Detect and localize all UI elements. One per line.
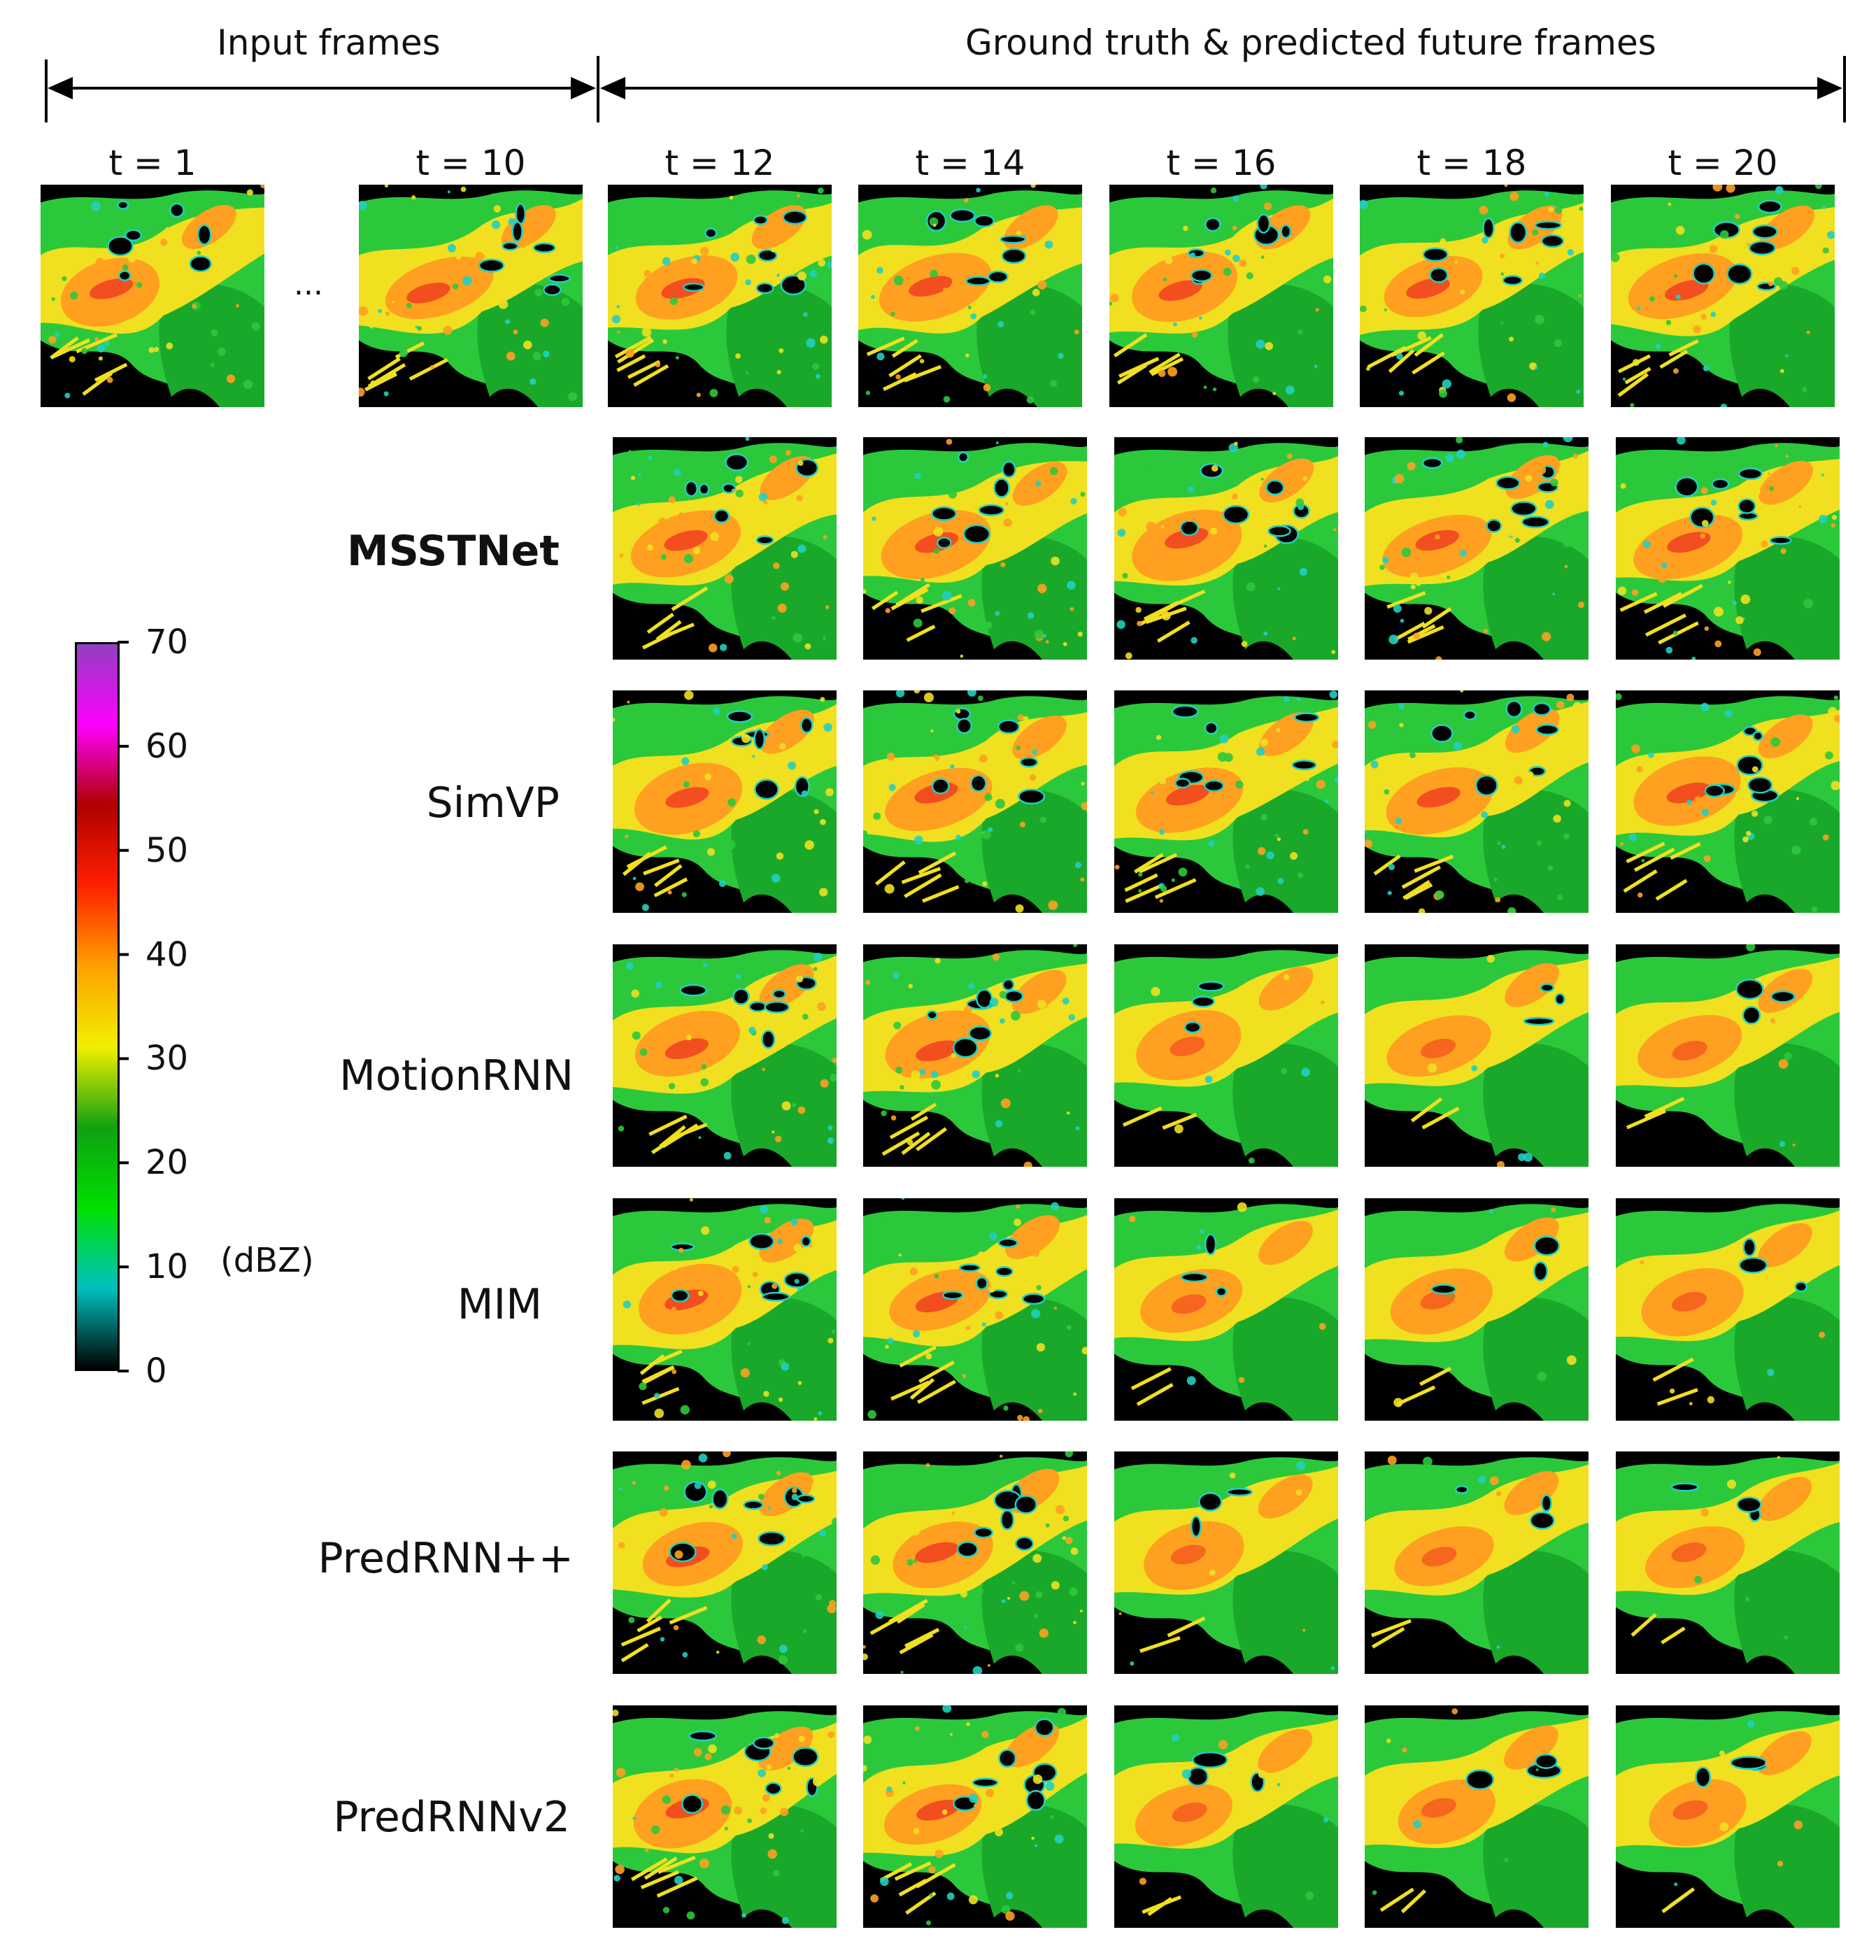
prediction-frame-predrnn- <box>1365 1451 1589 1674</box>
prediction-frame-msstnet <box>613 437 837 660</box>
prediction-frame-simvp <box>1365 690 1589 913</box>
ellipsis: ... <box>294 267 323 302</box>
time-label-t12: t = 12 <box>665 143 775 183</box>
prediction-frame-motionrnn <box>613 944 837 1167</box>
time-label-t20: t = 20 <box>1668 143 1778 183</box>
model-label-simvp: SimVP <box>426 779 560 828</box>
colorbar-tick-label: 40 <box>145 935 189 974</box>
prediction-frame-msstnet <box>1114 437 1338 660</box>
prediction-frame-predrnnv2 <box>863 1705 1087 1928</box>
colorbar-ticks <box>118 641 129 1372</box>
future-arrow-head-right <box>1817 77 1842 99</box>
prediction-frame-predrnnv2 <box>613 1705 837 1928</box>
colorbar-tick-label: 30 <box>145 1039 189 1079</box>
ground-truth-frame <box>608 185 832 407</box>
ground-truth-frame <box>1360 185 1584 407</box>
prediction-frame-simvp <box>1114 690 1338 913</box>
prediction-frame-motionrnn <box>1114 944 1338 1167</box>
colorbar-tick-label: 70 <box>145 623 189 662</box>
future-frames-label: Ground truth & predicted future frames <box>965 22 1656 63</box>
prediction-frame-motionrnn <box>1365 944 1589 1167</box>
prediction-frame-predrnnv2 <box>1114 1705 1338 1928</box>
header-arrows <box>45 56 1846 122</box>
colorbar-unit: (dBZ) <box>220 1241 314 1280</box>
model-label-predrnnv2: PredRNNv2 <box>333 1793 570 1842</box>
prediction-frame-simvp <box>863 690 1087 913</box>
ground-truth-frame <box>1611 185 1835 407</box>
prediction-frame-mim <box>1616 1198 1840 1421</box>
model-label-predrnnpp: PredRNN++ <box>318 1534 574 1583</box>
time-label-t16: t = 16 <box>1166 143 1277 183</box>
prediction-frame-predrnn- <box>1114 1451 1338 1674</box>
colorbar-tick-label: 60 <box>145 726 189 766</box>
input-arrow-head-right <box>571 77 596 99</box>
model-label-mim: MIM <box>457 1280 542 1329</box>
ground-truth-frame <box>858 185 1082 407</box>
ground-truth-frame <box>1109 185 1333 407</box>
prediction-frame-simvp <box>613 690 837 913</box>
prediction-frame-motionrnn <box>863 944 1087 1167</box>
model-label-motionrnn: MotionRNN <box>339 1051 574 1100</box>
prediction-frame-predrnn- <box>1616 1451 1840 1674</box>
time-label-t18: t = 18 <box>1416 143 1527 183</box>
prediction-frame-predrnnv2 <box>1365 1705 1589 1928</box>
ground-truth-frame <box>41 185 264 407</box>
prediction-frame-predrnnv2 <box>1616 1705 1840 1928</box>
time-label-t14: t = 14 <box>915 143 1025 183</box>
prediction-frame-msstnet <box>863 437 1087 660</box>
prediction-frame-simvp <box>1616 690 1840 913</box>
prediction-frame-msstnet <box>1616 437 1840 660</box>
time-label-t1: t = 1 <box>108 143 197 183</box>
input-frames-label: Input frames <box>217 22 441 63</box>
time-label-t10: t = 10 <box>415 143 526 183</box>
prediction-frame-predrnn- <box>863 1451 1087 1674</box>
colorbar-tick-label: 20 <box>145 1143 189 1183</box>
prediction-frame-mim <box>1365 1198 1589 1421</box>
prediction-frame-motionrnn <box>1616 944 1840 1167</box>
future-arrow-head-left <box>600 77 625 99</box>
prediction-frame-mim <box>613 1198 837 1421</box>
prediction-frame-predrnn- <box>613 1451 837 1674</box>
colorbar-tick-label: 10 <box>145 1247 189 1287</box>
input-arrow-head-left <box>48 77 73 99</box>
colorbar-tick-label: 50 <box>145 830 189 870</box>
prediction-frame-msstnet <box>1365 437 1589 660</box>
prediction-frame-mim <box>863 1198 1087 1421</box>
model-label-msstnet: MSSTNet <box>347 527 560 576</box>
ground-truth-frame <box>359 185 583 407</box>
prediction-frame-mim <box>1114 1198 1338 1421</box>
colorbar-tick-label: 0 <box>145 1351 167 1391</box>
colorbar <box>75 642 120 1371</box>
